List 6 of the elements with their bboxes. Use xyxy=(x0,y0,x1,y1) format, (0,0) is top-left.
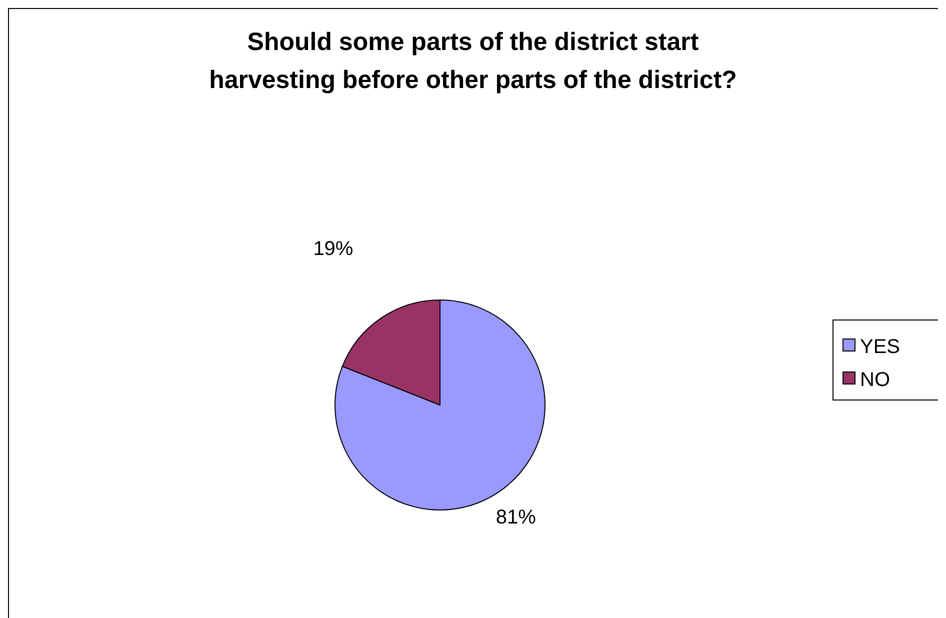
chart-title: Should some parts of the district start harvesting before other parts of the district? xyxy=(209,28,737,94)
pie-slice xyxy=(334,300,546,510)
legend-label: NO xyxy=(860,369,890,391)
data-label: 81% xyxy=(496,506,536,529)
data-label: 19% xyxy=(313,238,354,260)
legend-label: YES xyxy=(860,336,900,358)
